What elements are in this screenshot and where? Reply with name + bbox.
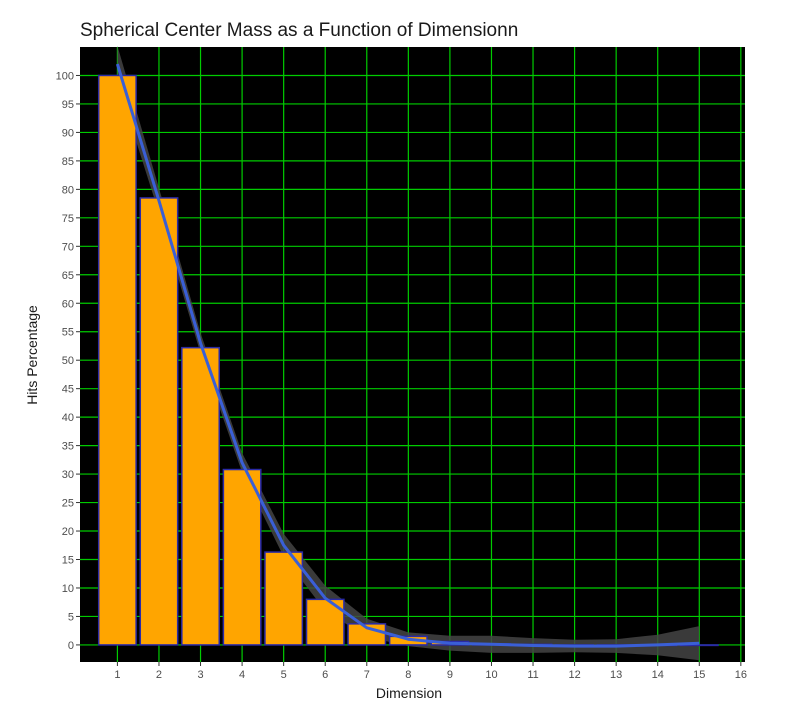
x-axis: 1 2 3 4 5 6 7 8 9 10 11 12 13 14 15 16 — [114, 662, 747, 681]
x-axis-title: Dimension — [376, 685, 442, 701]
bar-dimension-1 — [97, 74, 137, 646]
x-tick-label: 6 — [322, 669, 328, 681]
bar-dimension-2 — [139, 197, 179, 646]
y-tick-label: 50 — [62, 355, 74, 367]
y-tick-label: 25 — [62, 498, 74, 510]
x-tick-label: 8 — [405, 669, 411, 681]
x-tick-label: 15 — [693, 669, 705, 681]
y-tick-label: 0 — [68, 640, 74, 652]
bars — [97, 74, 719, 647]
y-tick-label: 100 — [56, 70, 74, 82]
y-tick-label: 80 — [62, 184, 74, 196]
y-tick-label: 65 — [62, 270, 74, 282]
smooth-line-layer — [115, 63, 700, 648]
y-tick-label: 85 — [62, 156, 74, 168]
y-tick-label: 75 — [62, 213, 74, 225]
y-tick-label: 10 — [62, 583, 74, 595]
x-tick-label: 2 — [156, 669, 162, 681]
y-axis: 0 5 10 15 20 25 30 35 40 45 50 55 60 65 70 75 80 85 90 95 10… — [56, 70, 80, 652]
x-tick-label: 10 — [485, 669, 497, 681]
x-tick-label: 7 — [364, 669, 370, 681]
x-tick-label: 1 — [114, 669, 120, 681]
x-tick-label: 3 — [197, 669, 203, 681]
x-tick-label: 5 — [281, 669, 287, 681]
bar-dimension-4 — [222, 468, 262, 646]
y-tick-label: 45 — [62, 384, 74, 396]
x-tick-label: 9 — [447, 669, 453, 681]
y-tick-label: 70 — [62, 241, 74, 253]
y-tick-label: 55 — [62, 327, 74, 339]
y-tick-label: 60 — [62, 298, 74, 310]
y-tick-label: 30 — [62, 469, 74, 481]
x-tick-label: 11 — [527, 669, 538, 681]
bar-dimension-5 — [264, 551, 304, 646]
y-axis-title: Hits Percentage — [24, 305, 40, 405]
x-tick-label: 16 — [735, 669, 747, 681]
chart-title: Spherical Center Mass as a Function of D… — [80, 20, 518, 41]
plot-panel — [80, 47, 745, 662]
x-tick-label: 13 — [610, 669, 622, 681]
x-tick-label: 12 — [568, 669, 580, 681]
y-tick-label: 20 — [62, 526, 74, 538]
x-tick-label: 4 — [239, 669, 245, 681]
y-tick-label: 15 — [62, 555, 74, 567]
x-tick-label: 14 — [652, 669, 664, 681]
y-tick-label: 95 — [62, 99, 74, 111]
y-tick-label: 90 — [62, 127, 74, 139]
bar-dimension-3 — [181, 346, 220, 646]
y-tick-label: 35 — [62, 441, 74, 453]
smooth-line — [115, 63, 700, 648]
y-tick-label: 5 — [68, 611, 74, 623]
y-tick-label: 40 — [62, 412, 74, 424]
